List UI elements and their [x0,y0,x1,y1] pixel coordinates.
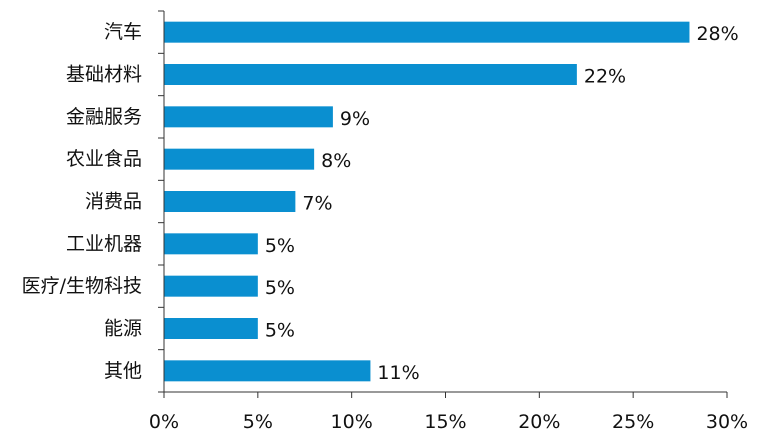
x-tick-label-3: 10% [331,411,373,433]
value-label-9: 11% [377,362,419,384]
x-tick-label-6: 25% [612,411,654,433]
bar-2 [164,64,577,85]
value-label-8: 5% [265,320,295,342]
bar-6 [164,233,258,255]
bar-3 [164,106,333,128]
bar-9 [164,360,371,382]
x-tick-label-1: 0% [149,411,179,433]
category-label-4: 农业食品 [66,148,142,170]
x-tick-label-4: 15% [424,411,466,433]
value-label-2: 22% [584,66,626,88]
category-label-2: 基础材料 [66,64,142,86]
bar-8 [164,318,258,339]
category-label-6: 工业机器 [66,233,142,255]
bar-4 [164,148,315,170]
category-label-5: 消费品 [85,191,142,213]
value-label-4: 8% [321,150,351,172]
x-tick-label-2: 5% [243,411,273,433]
bar-5 [164,191,296,212]
value-label-1: 28% [696,23,738,45]
category-label-1: 汽车 [104,21,142,43]
category-label-3: 金融服务 [66,106,142,128]
category-label-8: 能源 [104,318,142,340]
axes-group [158,10,728,398]
category-label-7: 医疗/生物科技 [22,275,142,297]
value-label-6: 5% [265,235,295,257]
value-label-7: 5% [265,277,295,299]
value-label-3: 9% [340,108,370,130]
x-tick-labels-group: 0% 5% 10% 15% 20% 25% 30% [149,411,748,433]
category-label-9: 其他 [104,360,142,382]
x-tick-label-7: 30% [706,411,748,433]
bar-7 [164,275,258,297]
bars-group [164,21,690,382]
value-labels-group: 28% 22% 9% 8% 7% 5% 5% 5% 11% [265,23,739,384]
x-tick-label-5: 20% [518,411,560,433]
value-label-5: 7% [302,193,332,215]
bar-1 [164,21,690,43]
